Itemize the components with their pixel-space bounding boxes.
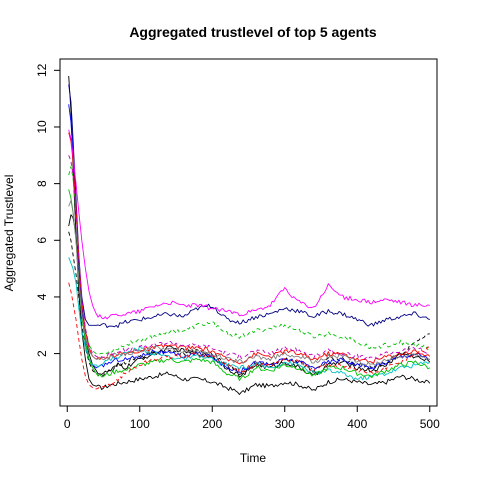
series-line-7 xyxy=(68,189,430,381)
series-line-11 xyxy=(68,129,430,320)
x-axis-label: Time xyxy=(240,451,267,465)
y-tick-label-8: 8 xyxy=(35,180,49,187)
series-line-3 xyxy=(68,231,430,377)
chart-title: Aggregated trustlevel of top 5 agents xyxy=(129,24,377,40)
series-line-9 xyxy=(68,282,431,390)
series-layer xyxy=(68,75,431,395)
series-line-5 xyxy=(68,104,430,373)
y-tick-label-4: 4 xyxy=(35,293,49,300)
y-tick-label-10: 10 xyxy=(35,120,49,134)
series-line-8 xyxy=(68,166,431,355)
series-line-13 xyxy=(68,200,430,367)
series-line-1 xyxy=(68,75,431,395)
x-axis: 0 100 200 300 400 500 xyxy=(64,405,440,431)
x-tick-label-500: 500 xyxy=(420,417,440,431)
x-tick-label-400: 400 xyxy=(347,417,367,431)
x-tick-label-200: 200 xyxy=(202,417,222,431)
x-tick-label-0: 0 xyxy=(64,417,71,431)
series-line-6 xyxy=(68,257,431,381)
x-tick-label-300: 300 xyxy=(275,417,295,431)
y-tick-label-6: 6 xyxy=(35,237,49,244)
y-axis: 2 4 6 8 10 12 xyxy=(35,63,61,357)
series-line-4 xyxy=(68,84,430,328)
series-line-12 xyxy=(68,155,430,360)
y-axis-label: Aggregated Trustlevel xyxy=(2,175,16,292)
y-tick-label-2: 2 xyxy=(35,350,49,357)
y-tick-label-12: 12 xyxy=(35,63,49,77)
x-tick-label-100: 100 xyxy=(130,417,150,431)
